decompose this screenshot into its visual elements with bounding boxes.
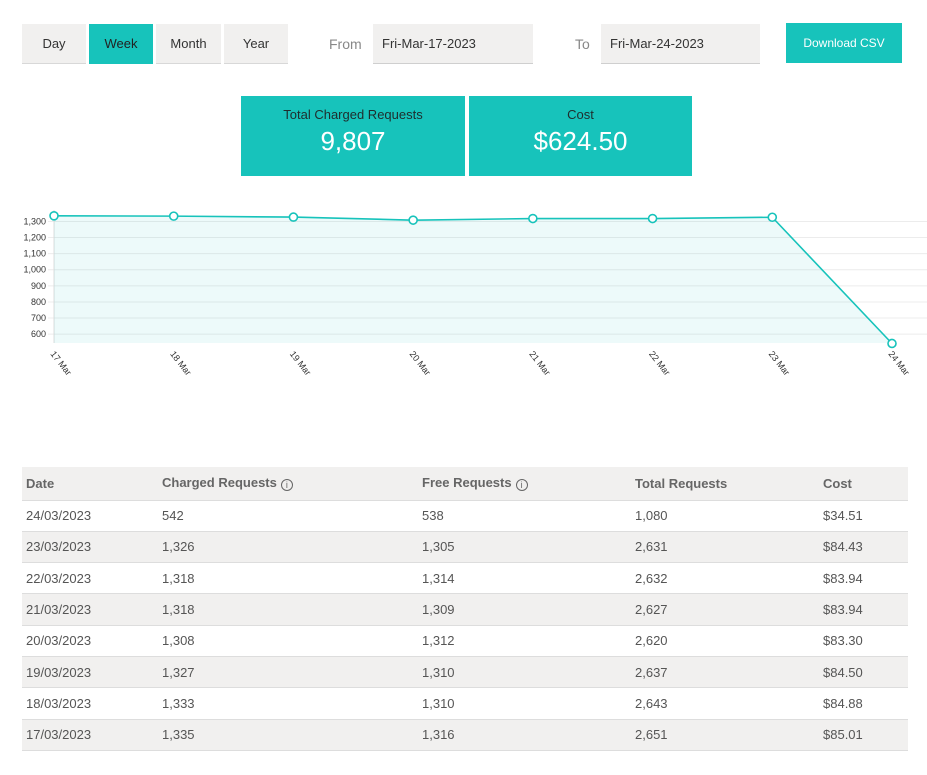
cell-total: 1,080 xyxy=(631,499,819,532)
y-tick-label: 700 xyxy=(31,313,46,323)
cell-free: 538 xyxy=(418,499,631,532)
y-tick-label: 1,000 xyxy=(23,265,46,275)
x-tick-label: 23 Mar xyxy=(767,349,792,377)
table-row: 18/03/2023 1,333 1,310 2,643 $84.88 xyxy=(22,687,908,720)
cell-charged: 1,318 xyxy=(158,593,418,626)
total-charged-label: Total Charged Requests xyxy=(283,107,423,122)
to-label: To xyxy=(575,36,590,52)
cell-free: 1,310 xyxy=(418,687,631,720)
cell-cost: $83.30 xyxy=(819,624,908,657)
cell-total: 2,620 xyxy=(631,624,819,657)
cell-cost: $84.50 xyxy=(819,655,908,688)
from-label: From xyxy=(329,36,362,52)
cell-total: 2,651 xyxy=(631,718,819,751)
series-area xyxy=(54,215,892,344)
cell-total: 2,631 xyxy=(631,530,819,563)
x-tick-label: 17 Mar xyxy=(48,349,73,377)
table-row: 24/03/2023 542 538 1,080 $34.51 xyxy=(22,499,908,532)
data-point xyxy=(647,213,658,224)
header-cost: Cost xyxy=(819,467,908,500)
y-tick-label: 900 xyxy=(31,281,46,291)
cell-date: 21/03/2023 xyxy=(22,593,158,626)
cell-charged: 1,308 xyxy=(158,624,418,657)
cell-free: 1,316 xyxy=(418,718,631,751)
data-point xyxy=(49,211,59,221)
header-charged: Charged Requests i xyxy=(158,467,418,500)
cell-total: 2,643 xyxy=(631,687,819,720)
cost-card: Cost $624.50 xyxy=(469,96,692,176)
requests-chart: 600 700 800 900 1,000 1,100 1,200 1,300 17 Mar 18… xyxy=(23,210,927,377)
data-point xyxy=(408,215,418,225)
table-row: 17/03/2023 1,335 1,316 2,651 $85.01 xyxy=(22,718,908,751)
data-point xyxy=(767,212,778,223)
y-tick-label: 800 xyxy=(31,297,46,307)
cell-cost: $83.94 xyxy=(819,562,908,594)
series-line xyxy=(53,215,893,345)
cell-total: 2,627 xyxy=(631,593,819,626)
requests-table: Date Charged Requests i Free Requests i To… xyxy=(22,467,908,751)
period-week-button[interactable]: Week xyxy=(89,24,153,64)
cell-free: 1,305 xyxy=(418,530,631,563)
cell-date: 18/03/2023 xyxy=(22,687,158,720)
cell-charged: 542 xyxy=(158,499,418,532)
table-row: 21/03/2023 1,318 1,309 2,627 $83.94 xyxy=(22,593,908,626)
cell-date: 20/03/2023 xyxy=(22,624,158,657)
period-day-button[interactable]: Day xyxy=(22,24,86,64)
cell-free: 1,309 xyxy=(418,593,631,626)
cell-free: 1,312 xyxy=(418,624,631,657)
x-tick-label: 21 Mar xyxy=(527,349,552,377)
cell-charged: 1,326 xyxy=(158,530,418,563)
cell-total: 2,637 xyxy=(631,655,819,688)
from-date-input[interactable] xyxy=(373,24,533,64)
x-tick-label: 22 Mar xyxy=(647,349,672,377)
data-point xyxy=(168,211,179,221)
table-header-row: Date Charged Requests i Free Requests i To… xyxy=(22,467,908,500)
cell-date: 17/03/2023 xyxy=(22,718,158,751)
table-row: 20/03/2023 1,308 1,312 2,620 $83.30 xyxy=(22,624,908,657)
y-tick-label: 1,300 xyxy=(23,216,46,226)
cell-charged: 1,335 xyxy=(158,718,418,751)
x-tick-label: 20 Mar xyxy=(408,349,433,377)
charged-info-icon[interactable]: i xyxy=(280,479,293,492)
free-info-icon[interactable]: i xyxy=(515,479,528,492)
cell-date: 22/03/2023 xyxy=(22,562,158,594)
total-charged-card: Total Charged Requests 9,807 xyxy=(241,96,465,176)
header-free: Free Requests i xyxy=(418,467,631,500)
cost-value: $624.50 xyxy=(533,126,628,156)
table-row: 22/03/2023 1,318 1,314 2,632 $83.94 xyxy=(22,562,908,594)
y-tick-label: 600 xyxy=(31,329,46,339)
download-csv-button[interactable]: Download CSV xyxy=(786,23,902,63)
y-tick-label: 1,200 xyxy=(23,233,46,243)
header-date: Date xyxy=(22,467,158,500)
cell-charged: 1,318 xyxy=(158,562,418,594)
period-month-button[interactable]: Month xyxy=(156,24,221,64)
x-tick-label: 18 Mar xyxy=(168,349,193,377)
cell-free: 1,314 xyxy=(418,562,631,594)
table-row: 23/03/2023 1,326 1,305 2,631 $84.43 xyxy=(22,530,908,563)
cell-charged: 1,327 xyxy=(158,655,418,688)
cell-date: 24/03/2023 xyxy=(22,499,158,532)
x-tick-label: 19 Mar xyxy=(288,349,313,377)
cell-date: 23/03/2023 xyxy=(22,530,158,563)
cell-free: 1,310 xyxy=(418,655,631,688)
cell-cost: $84.43 xyxy=(819,530,908,563)
total-charged-value: 9,807 xyxy=(320,126,386,156)
cell-charged: 1,333 xyxy=(158,687,418,720)
cost-label: Cost xyxy=(567,107,594,122)
period-year-button[interactable]: Year xyxy=(224,24,288,64)
x-tick-label: 24 Mar xyxy=(886,349,911,377)
cell-date: 19/03/2023 xyxy=(22,655,158,688)
cell-cost: $34.51 xyxy=(819,499,908,532)
data-point xyxy=(887,338,897,349)
y-tick-label: 1,100 xyxy=(23,249,46,259)
header-total: Total Requests xyxy=(631,467,819,500)
data-point xyxy=(528,213,538,224)
cell-cost: $85.01 xyxy=(819,718,908,751)
cell-total: 2,632 xyxy=(631,562,819,594)
to-date-input[interactable] xyxy=(601,24,760,64)
data-point xyxy=(288,212,299,222)
cell-cost: $84.88 xyxy=(819,687,908,720)
table-row: 19/03/2023 1,327 1,310 2,637 $84.50 xyxy=(22,655,908,688)
cell-cost: $83.94 xyxy=(819,593,908,626)
